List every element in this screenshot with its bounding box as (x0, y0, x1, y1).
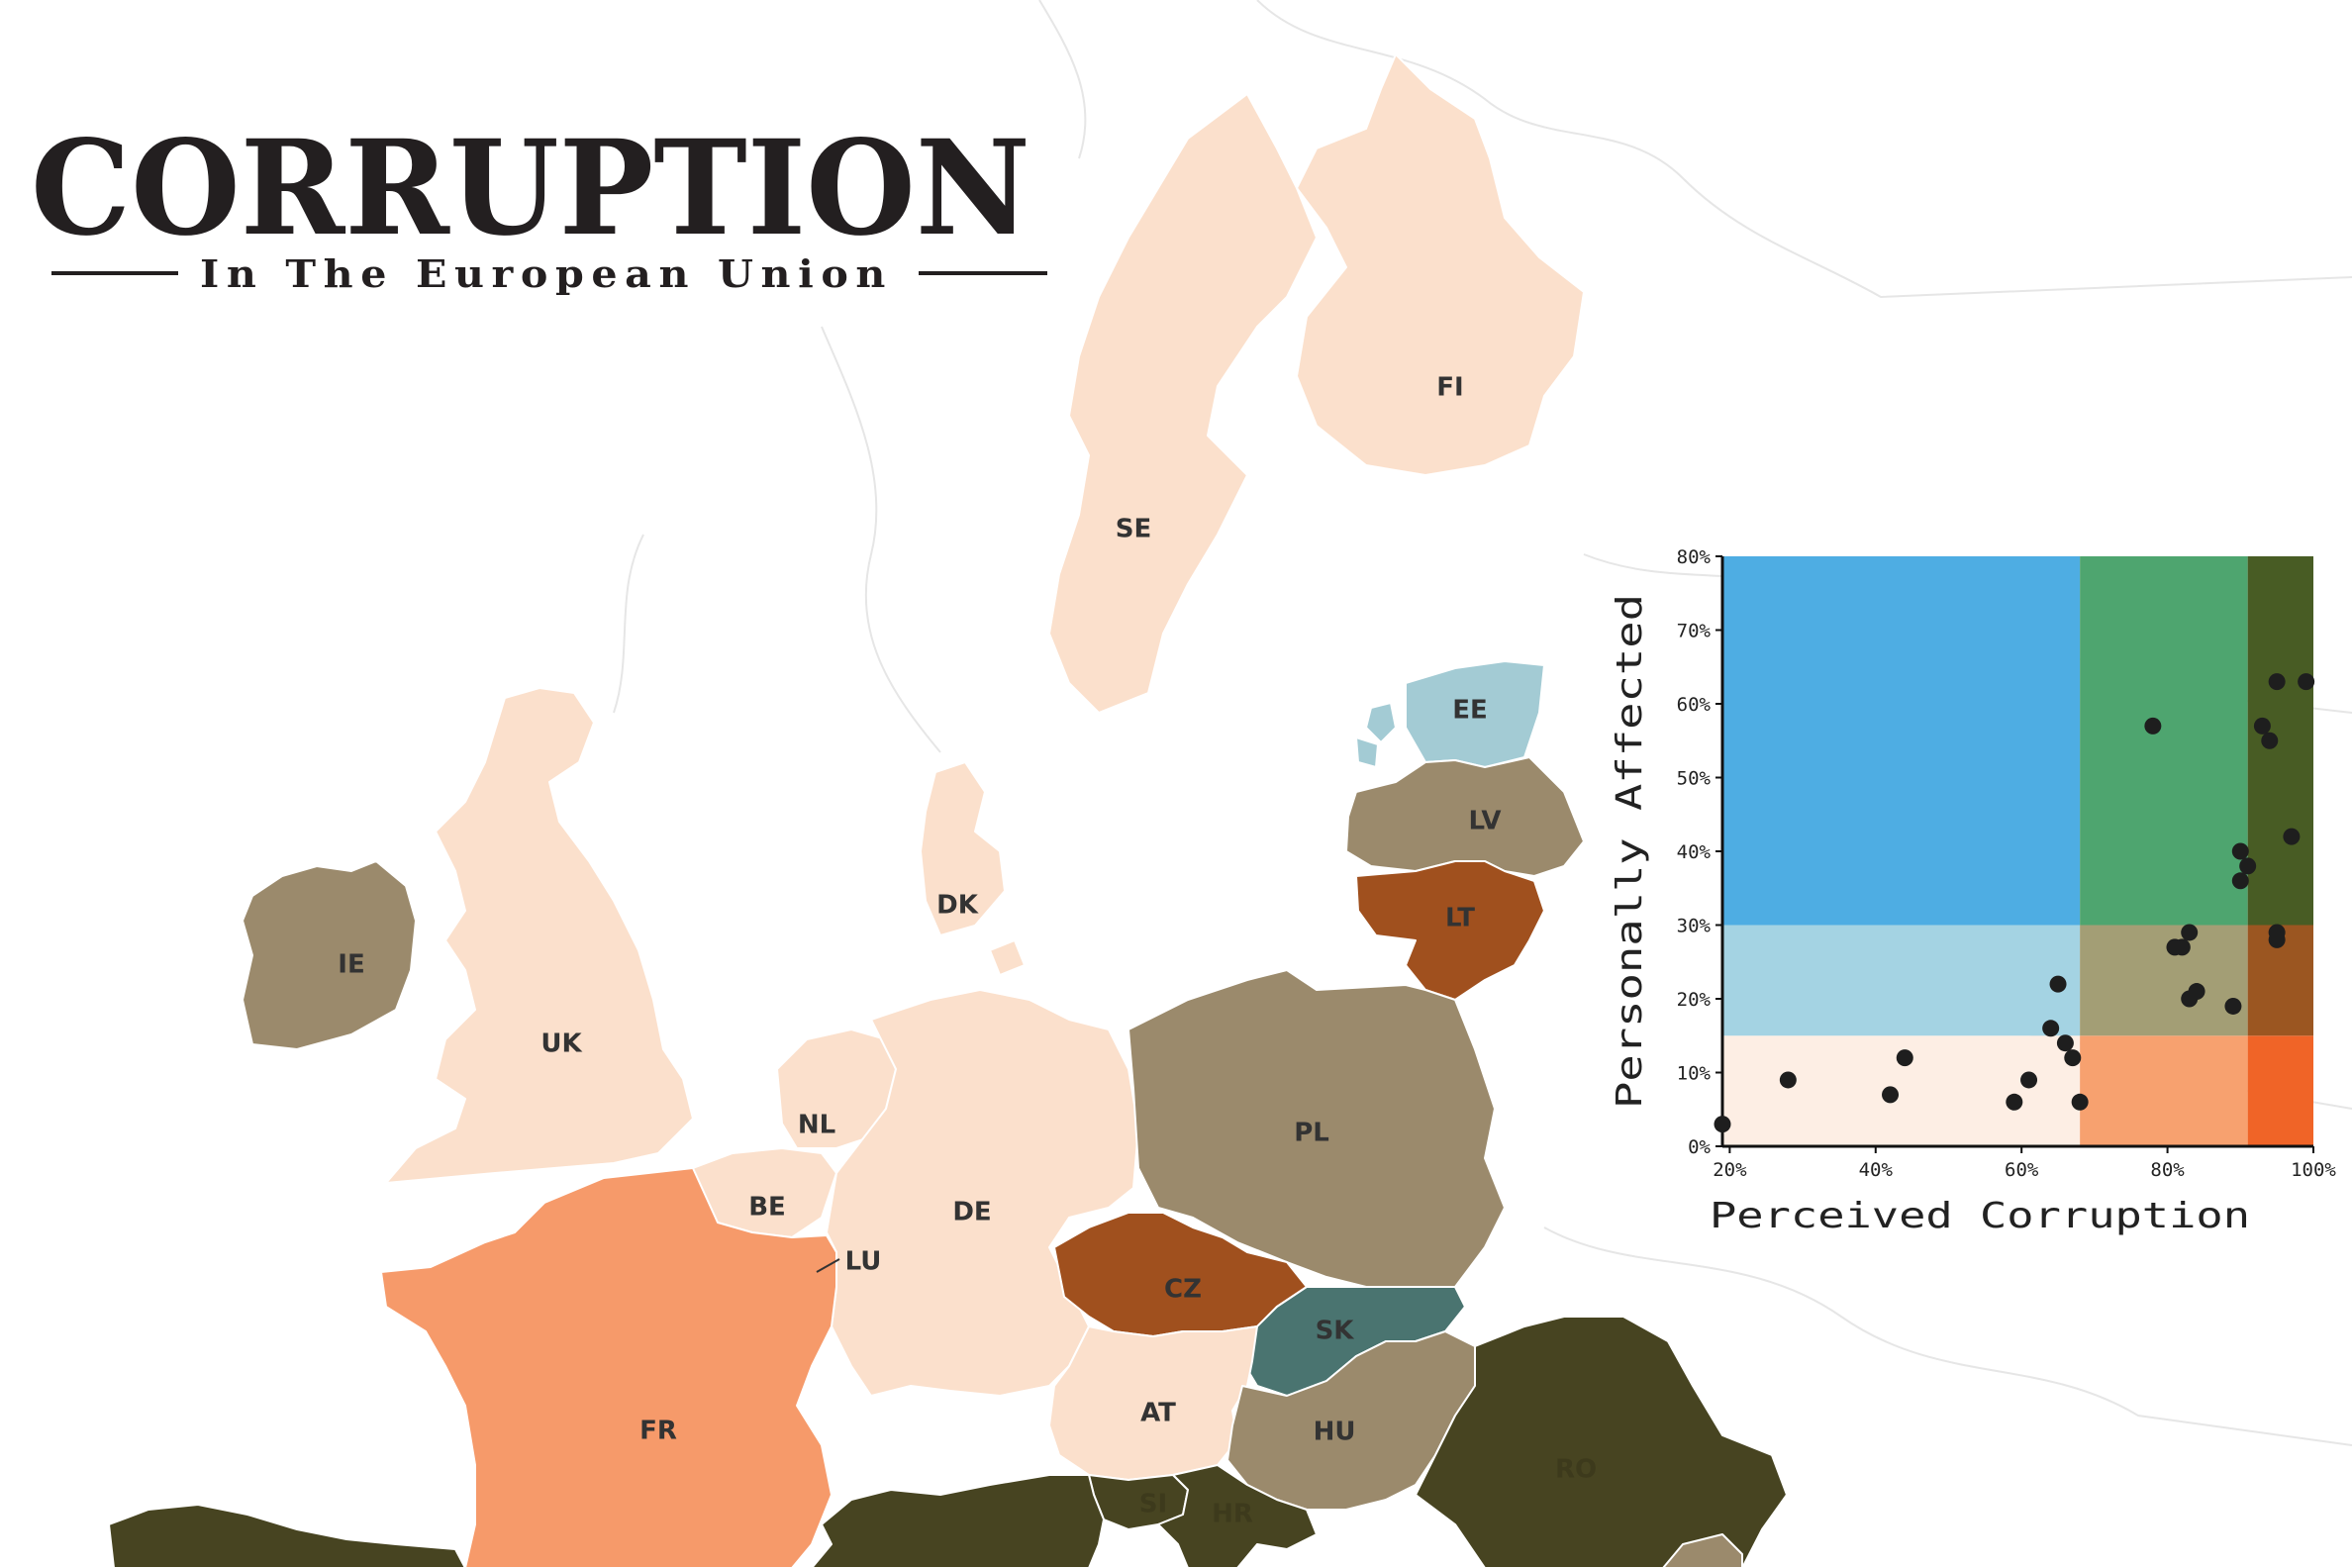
y-tick-label: 50% (1677, 768, 1712, 790)
data-point (2231, 842, 2249, 860)
scatter-chart: 20% 40% 60% 80% 100% 0% 10% 20% 30% 40% 50% 60% 70% 8… (1610, 546, 2336, 1236)
zone-2-1 (2080, 556, 2248, 926)
zone-1-0 (1722, 925, 2081, 1036)
y-axis-title: Personally Affected (1610, 594, 1650, 1109)
data-point (1882, 1086, 1900, 1104)
zone-1-1 (2080, 925, 2248, 1036)
data-point (2173, 938, 2191, 956)
x-tick-label: 100% (2291, 1159, 2336, 1181)
country-label-DE: DE (952, 1198, 991, 1227)
country-label-SK: SK (1316, 1317, 1355, 1346)
country-EE[interactable] (1405, 660, 1545, 768)
data-point (1896, 1049, 1913, 1067)
data-point (1779, 1071, 1797, 1089)
data-point (2188, 983, 2205, 1001)
country-label-IE: IE (338, 950, 364, 980)
page-subtitle: In The European Union (200, 251, 893, 296)
country-FI[interactable] (1296, 53, 1585, 476)
country-IE[interactable] (242, 860, 417, 1050)
country-label-LT: LT (1445, 904, 1475, 933)
country-HR[interactable] (1157, 1464, 1318, 1568)
country-BG[interactable] (1662, 1533, 1743, 1568)
data-point (2006, 1093, 2023, 1111)
country-shapes (108, 53, 1788, 1568)
country-label-HU: HU (1314, 1418, 1356, 1447)
chart-ticks: 20% 40% 60% 80% 100% 0% 10% 20% 30% 40% 50% 60% 70% 8… (1677, 546, 2337, 1181)
data-point (2042, 1020, 2060, 1037)
country-label-AT: AT (1140, 1399, 1176, 1428)
country-SE[interactable] (1048, 93, 1318, 714)
data-point (2056, 1034, 2074, 1052)
data-point (1714, 1116, 1731, 1133)
zone-0-1 (2080, 1035, 2248, 1146)
country-ES[interactable] (108, 1504, 466, 1568)
country-label-FR: FR (639, 1417, 677, 1446)
country-label-DK: DK (936, 891, 979, 921)
country-label-BE: BE (748, 1193, 786, 1223)
country-label-EE: EE (1452, 696, 1488, 726)
data-point (2049, 975, 2067, 993)
zone-0-2 (2247, 1035, 2313, 1146)
country-label-CZ: CZ (1164, 1275, 1202, 1305)
country-label-PL: PL (1294, 1119, 1329, 1148)
country-label-UK: UK (540, 1029, 582, 1059)
country-DK[interactable] (920, 761, 1026, 976)
data-point (2071, 1093, 2089, 1111)
data-point (2268, 931, 2286, 948)
country-label-LU: LU (845, 1247, 882, 1277)
country-LV[interactable] (1345, 756, 1585, 877)
zone-2-2 (2247, 556, 2313, 926)
country-FR[interactable] (380, 1167, 837, 1568)
country-label-NL: NL (798, 1111, 835, 1140)
data-point (2231, 872, 2249, 890)
x-tick-label: 60% (2005, 1159, 2039, 1181)
data-point (2181, 924, 2199, 941)
country-labels: FI SE EE LV LT DK IE UK NL BE LU DE PL C… (338, 373, 1597, 1529)
data-point (2020, 1071, 2038, 1089)
y-tick-label: 0% (1688, 1136, 1711, 1158)
country-RO[interactable] (1415, 1316, 1788, 1568)
data-point (2261, 732, 2279, 749)
country-label-HR: HR (1212, 1500, 1253, 1529)
country-UK[interactable] (385, 687, 694, 1184)
y-tick-label: 20% (1677, 989, 1712, 1011)
country-label-LV: LV (1468, 807, 1501, 836)
country-PL[interactable] (1127, 969, 1506, 1288)
data-point (2144, 717, 2162, 735)
data-point (2239, 857, 2257, 875)
country-EE-islands (1355, 702, 1397, 768)
title-block: CORRUPTION In The European Union (31, 112, 1047, 296)
data-point (2064, 1049, 2082, 1067)
y-tick-label: 10% (1677, 1063, 1712, 1085)
country-label-RO: RO (1555, 1455, 1597, 1485)
x-tick-label: 40% (1859, 1159, 1894, 1181)
chart-points (1714, 673, 2315, 1133)
data-point (2224, 997, 2242, 1015)
data-point (2283, 828, 2301, 845)
zone-2-0 (1722, 556, 2081, 926)
data-point (2268, 673, 2286, 691)
x-axis-title: Perceived Corruption (1710, 1196, 2250, 1236)
y-tick-label: 40% (1677, 841, 1712, 863)
page-title: CORRUPTION (31, 112, 1030, 265)
country-label-SI: SI (1139, 1490, 1167, 1519)
country-label-FI: FI (1436, 373, 1463, 403)
data-point (2298, 673, 2315, 691)
country-label-SE: SE (1116, 515, 1152, 544)
y-tick-label: 80% (1677, 546, 1712, 568)
chart-zones (1722, 556, 2313, 1146)
lu-leader-line (816, 1258, 840, 1273)
country-AT[interactable] (1048, 1325, 1258, 1481)
country-LT[interactable] (1355, 860, 1545, 1001)
y-tick-label: 30% (1677, 916, 1712, 937)
x-tick-label: 20% (1713, 1159, 1747, 1181)
y-tick-label: 70% (1677, 621, 1712, 642)
data-point (2253, 717, 2271, 735)
y-tick-label: 60% (1677, 694, 1712, 716)
country-IT[interactable] (811, 1474, 1105, 1568)
x-tick-label: 80% (2150, 1159, 2185, 1181)
